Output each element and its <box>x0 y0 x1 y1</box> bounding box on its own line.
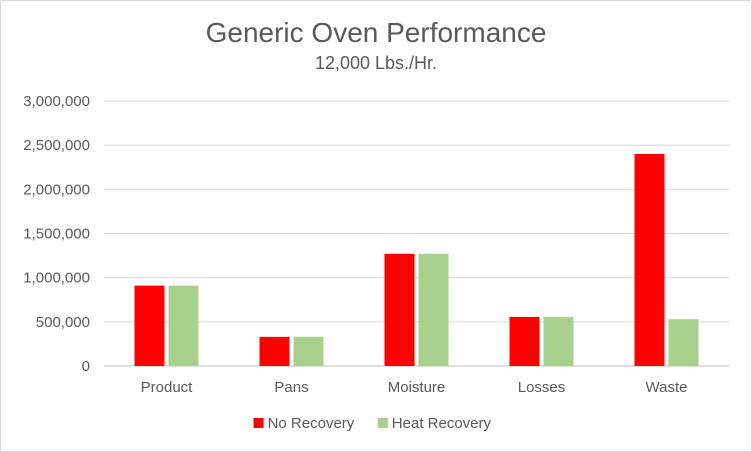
x-tick-label: Losses <box>518 379 566 396</box>
y-tick-label: 500,000 <box>36 314 90 331</box>
bar-no-recovery <box>134 285 165 366</box>
x-tick-label: Moisture <box>388 379 446 396</box>
x-tick-label: Pans <box>274 379 308 396</box>
y-tick-label: 2,500,000 <box>23 137 90 154</box>
y-tick-label: 2,000,000 <box>23 181 90 198</box>
bar-no-recovery <box>384 253 415 366</box>
bar-heat-recovery <box>293 336 324 366</box>
x-tick-label: Product <box>141 379 194 396</box>
bar-heat-recovery <box>418 253 449 366</box>
x-tick-label: Waste <box>646 379 688 396</box>
y-tick-label: 3,000,000 <box>23 93 90 110</box>
y-tick-label: 1,000,000 <box>23 270 90 287</box>
bar-no-recovery <box>259 336 290 366</box>
bar-no-recovery <box>634 154 665 366</box>
bar-heat-recovery <box>543 316 574 366</box>
bar-heat-recovery <box>168 285 199 366</box>
legend-swatch <box>253 418 264 428</box>
legend-swatch <box>377 418 388 428</box>
bar-no-recovery <box>509 316 540 366</box>
chart-subtitle: 12,000 Lbs./Hr. <box>314 53 438 73</box>
legend-label: Heat Recovery <box>392 415 492 432</box>
chart-title: Generic Oven Performance <box>205 17 547 48</box>
y-tick-label: 0 <box>82 358 90 375</box>
legend-label: No Recovery <box>268 415 355 432</box>
bar-heat-recovery <box>668 319 699 366</box>
y-tick-label: 1,500,000 <box>23 226 90 243</box>
